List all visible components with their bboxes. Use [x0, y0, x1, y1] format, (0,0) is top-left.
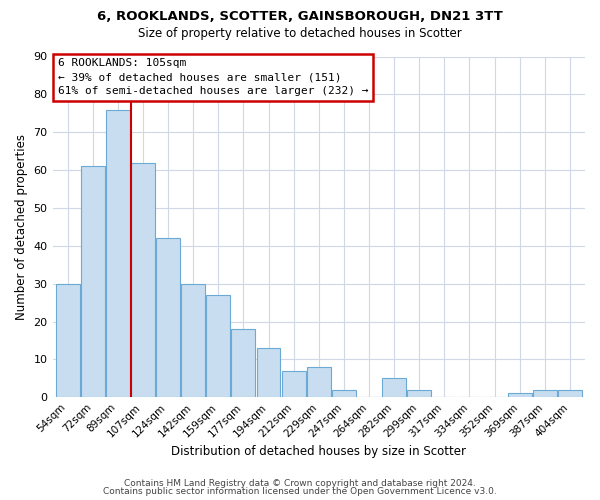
Bar — [382, 378, 406, 397]
Bar — [106, 110, 130, 397]
Text: Size of property relative to detached houses in Scotter: Size of property relative to detached ho… — [138, 28, 462, 40]
Bar — [81, 166, 104, 397]
Bar — [508, 394, 532, 397]
Y-axis label: Number of detached properties: Number of detached properties — [15, 134, 28, 320]
X-axis label: Distribution of detached houses by size in Scotter: Distribution of detached houses by size … — [171, 444, 466, 458]
Text: Contains HM Land Registry data © Crown copyright and database right 2024.: Contains HM Land Registry data © Crown c… — [124, 478, 476, 488]
Bar — [156, 238, 180, 397]
Text: Contains public sector information licensed under the Open Government Licence v3: Contains public sector information licen… — [103, 487, 497, 496]
Bar — [558, 390, 582, 397]
Bar — [257, 348, 280, 397]
Bar — [206, 295, 230, 397]
Bar — [131, 162, 155, 397]
Bar — [407, 390, 431, 397]
Bar — [282, 370, 305, 397]
Bar — [533, 390, 557, 397]
Bar — [307, 367, 331, 397]
Bar — [56, 284, 80, 397]
Bar — [332, 390, 356, 397]
Text: 6 ROOKLANDS: 105sqm
← 39% of detached houses are smaller (151)
61% of semi-detac: 6 ROOKLANDS: 105sqm ← 39% of detached ho… — [58, 58, 368, 96]
Text: 6, ROOKLANDS, SCOTTER, GAINSBOROUGH, DN21 3TT: 6, ROOKLANDS, SCOTTER, GAINSBOROUGH, DN2… — [97, 10, 503, 23]
Bar — [181, 284, 205, 397]
Bar — [232, 329, 256, 397]
